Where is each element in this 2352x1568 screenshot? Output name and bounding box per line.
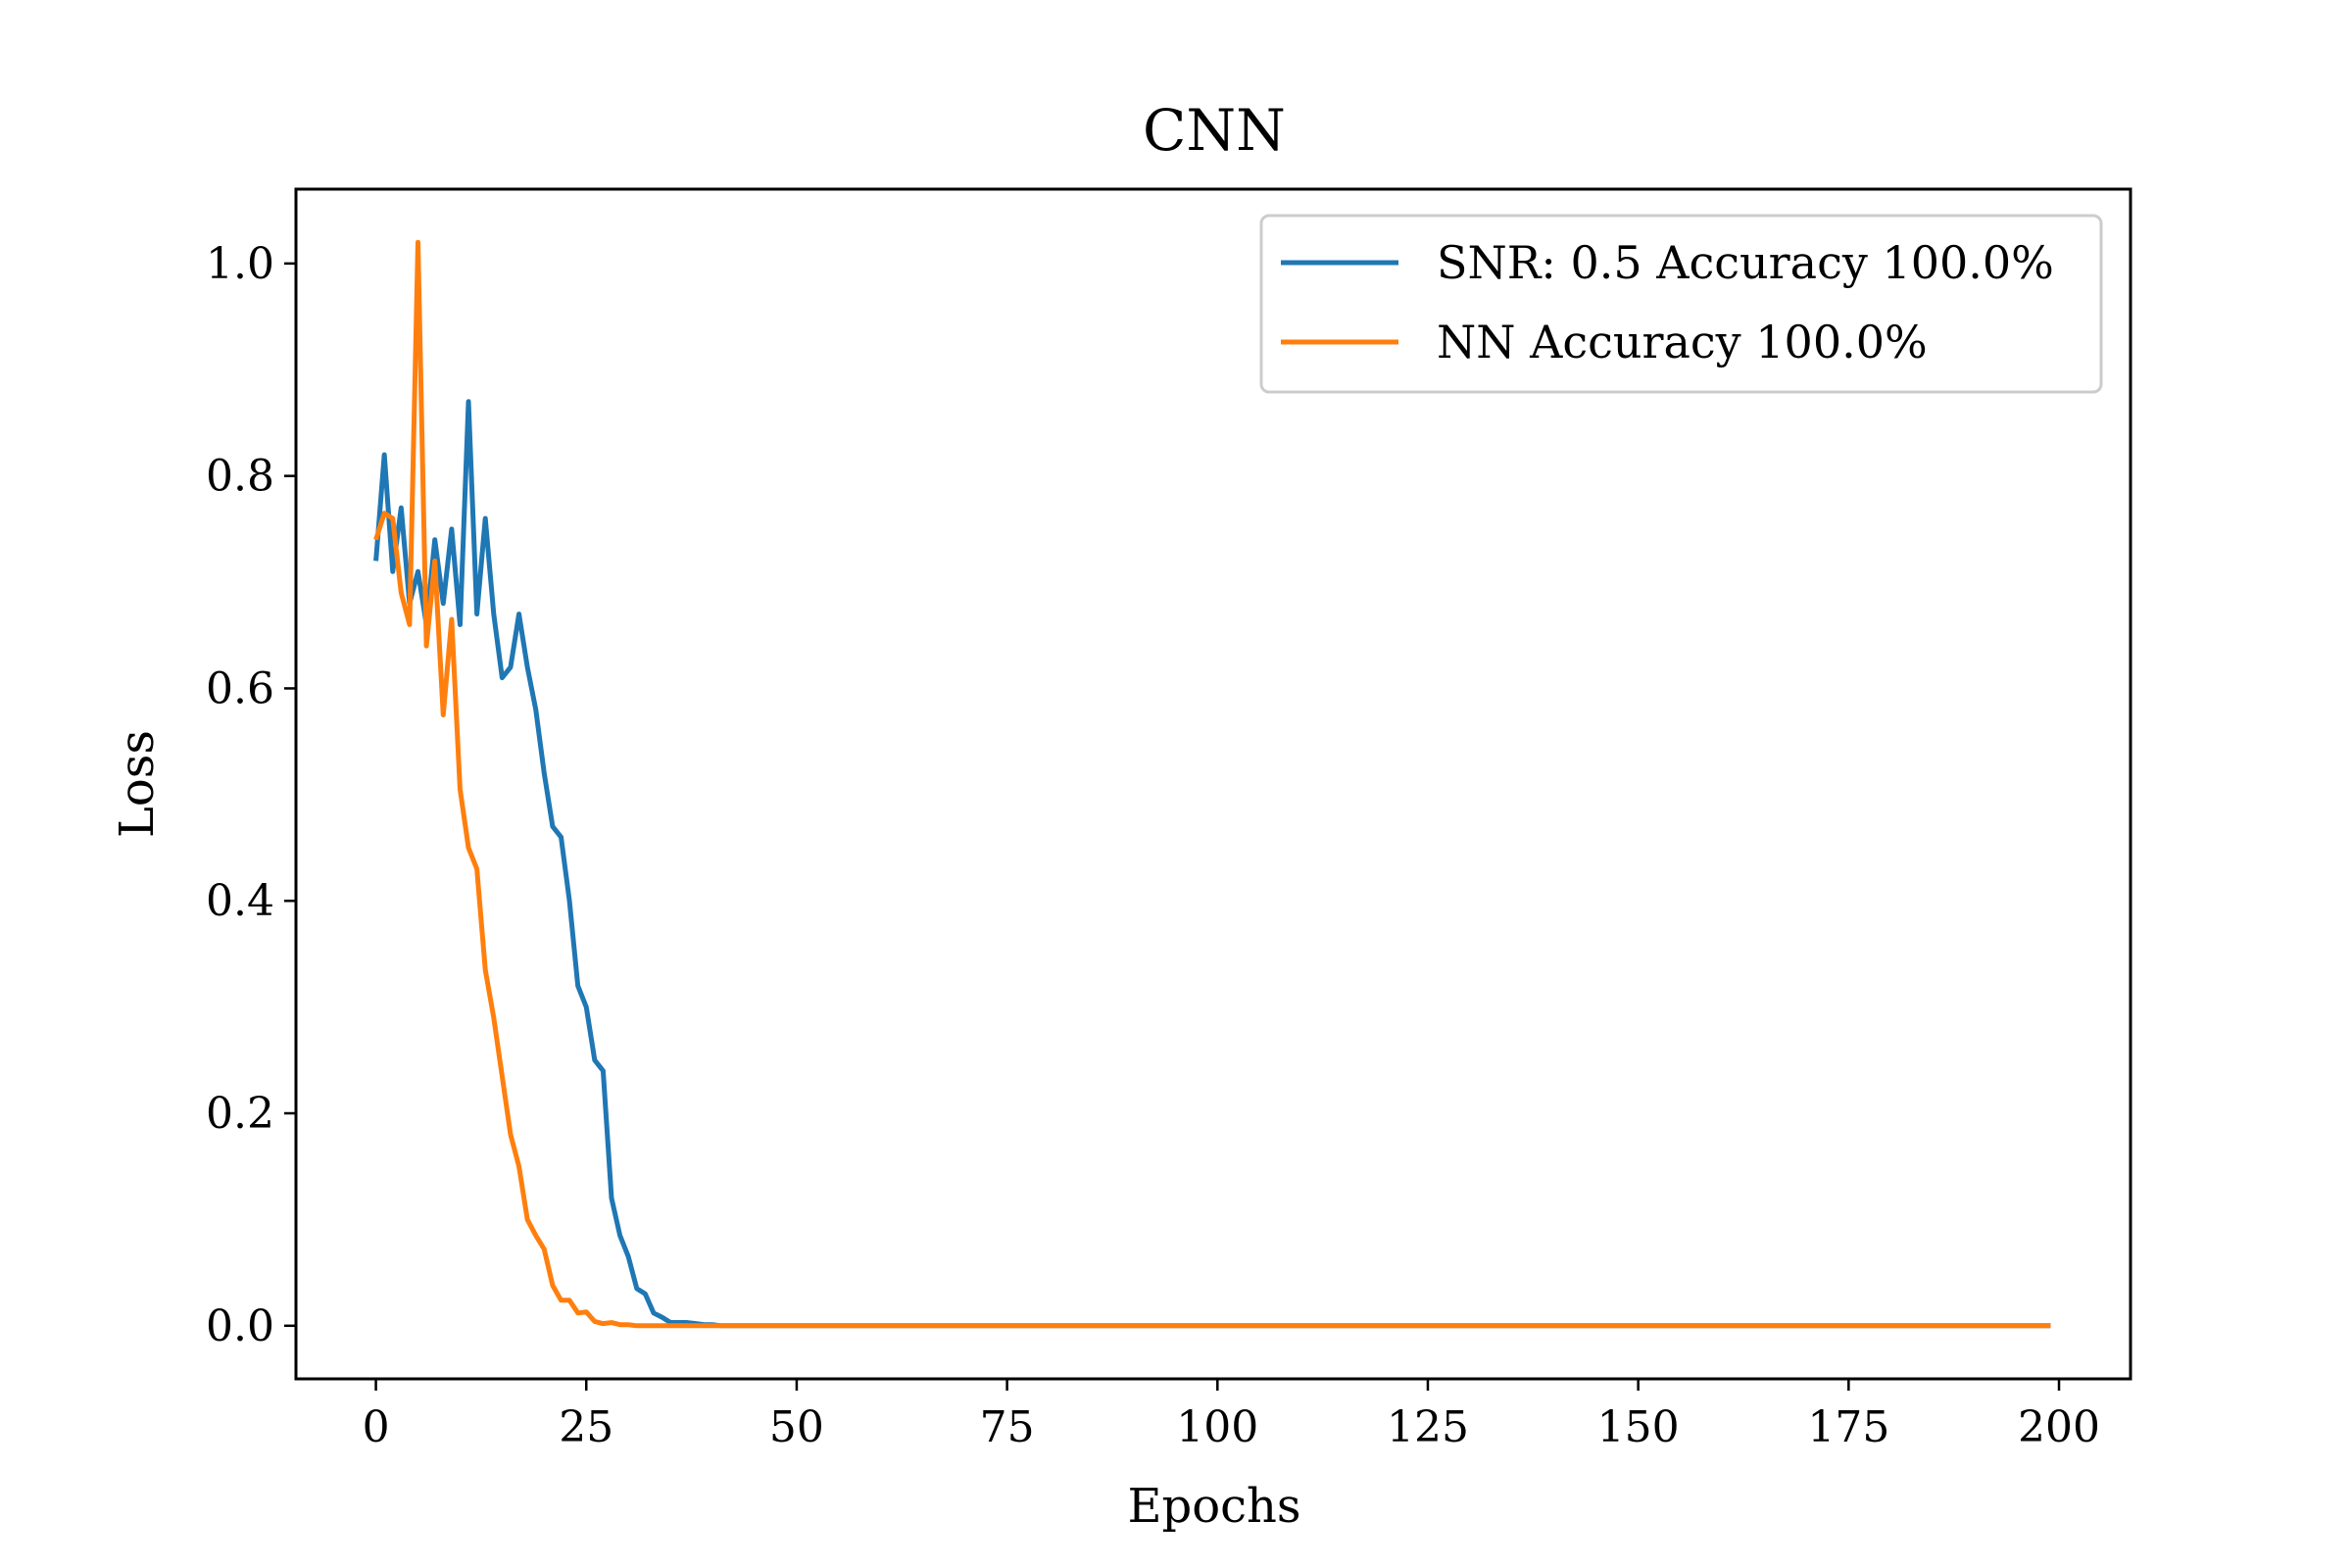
x-tick-label: 0 bbox=[363, 1402, 390, 1452]
x-tick-label: 200 bbox=[2018, 1402, 2100, 1452]
legend-label-snr: SNR: 0.5 Accuracy 100.0% bbox=[1437, 236, 2054, 289]
series-line-nn bbox=[373, 239, 2051, 1329]
plot-frame bbox=[294, 187, 2132, 1381]
y-tick-label: 0.8 bbox=[206, 452, 274, 502]
y-axis: 0.0 0.2 0.4 0.6 0.8 1.0 bbox=[206, 239, 296, 1351]
chart-title: CNN bbox=[1143, 97, 1286, 164]
legend-box bbox=[1259, 214, 2103, 394]
x-tick-label: 75 bbox=[980, 1402, 1035, 1452]
y-tick-label: 0.4 bbox=[206, 876, 274, 926]
x-tick-label: 100 bbox=[1176, 1402, 1258, 1452]
x-tick-label: 125 bbox=[1387, 1402, 1469, 1452]
x-axis: 0 25 50 75 100 125 150 175 200 bbox=[363, 1379, 2100, 1452]
x-tick-label: 175 bbox=[1807, 1402, 1889, 1452]
y-tick-label: 1.0 bbox=[206, 239, 274, 289]
x-tick-label: 150 bbox=[1597, 1402, 1680, 1452]
legend-label-nn: NN Accuracy 100.0% bbox=[1437, 316, 1928, 368]
x-tick-label: 50 bbox=[769, 1402, 824, 1452]
x-tick-label: 25 bbox=[559, 1402, 613, 1452]
y-tick-label: 0.2 bbox=[206, 1089, 274, 1139]
x-axis-title: Epochs bbox=[1127, 1479, 1300, 1534]
series-layer bbox=[373, 239, 2051, 1329]
legend: SNR: 0.5 Accuracy 100.0% NN Accuracy 100… bbox=[1259, 214, 2103, 394]
y-tick-label: 0.6 bbox=[206, 663, 274, 713]
y-tick-label: 0.0 bbox=[206, 1301, 274, 1351]
y-axis-title: Loss bbox=[110, 730, 165, 838]
